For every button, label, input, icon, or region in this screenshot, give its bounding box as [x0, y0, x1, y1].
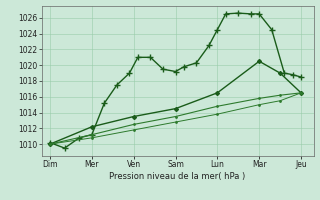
X-axis label: Pression niveau de la mer( hPa ): Pression niveau de la mer( hPa ) [109, 172, 246, 181]
